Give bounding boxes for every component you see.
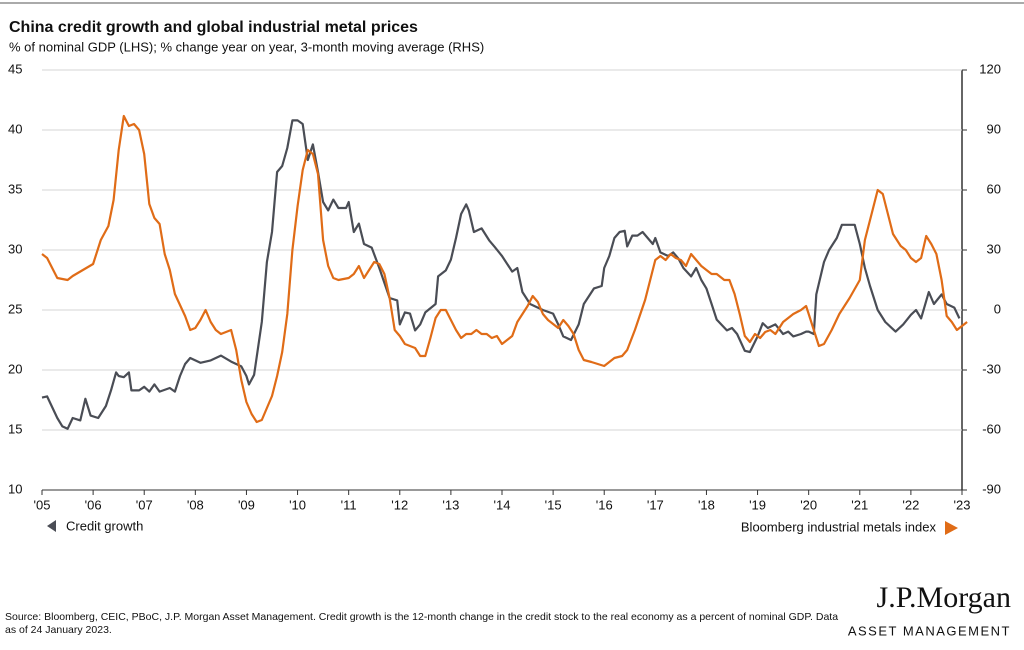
legend-marker — [47, 520, 56, 532]
y2-tick-label: 0 — [994, 301, 1001, 316]
y2-tick-label: 30 — [987, 241, 1001, 256]
logo-subtitle: ASSET MANAGEMENT — [848, 623, 1011, 638]
y2-tick-label: -60 — [982, 421, 1001, 436]
y-tick-label: 10 — [8, 481, 22, 496]
y2-tick-label: 60 — [987, 181, 1001, 196]
x-tick-label: '23 — [954, 497, 971, 512]
x-tick-label: '16 — [596, 497, 613, 512]
y2-tick-label: 120 — [979, 61, 1001, 76]
logo: J.P.Morgan — [877, 581, 1011, 614]
x-tick-label: '15 — [545, 497, 562, 512]
y2-tick-label: 90 — [987, 121, 1001, 136]
x-tick-label: '06 — [85, 497, 102, 512]
y-tick-label: 25 — [8, 301, 22, 316]
y-tick-label: 15 — [8, 421, 22, 436]
x-tick-label: '21 — [851, 497, 868, 512]
y-tick-label: 45 — [8, 61, 22, 76]
source-note: Source: Bloomberg, CEIC, PBoC, J.P. Morg… — [5, 611, 839, 636]
x-tick-label: '22 — [902, 497, 919, 512]
x-tick-label: '05 — [34, 497, 51, 512]
x-tick-label: '09 — [238, 497, 255, 512]
x-tick-label: '08 — [187, 497, 204, 512]
legend-label: Credit growth — [66, 518, 143, 533]
y-tick-label: 30 — [8, 241, 22, 256]
x-tick-label: '13 — [442, 497, 459, 512]
x-tick-label: '20 — [800, 497, 817, 512]
x-tick-label: '14 — [494, 497, 511, 512]
x-tick-label: '18 — [698, 497, 715, 512]
x-tick-label: '17 — [647, 497, 664, 512]
y-tick-label: 40 — [8, 121, 22, 136]
legend-marker — [945, 521, 958, 535]
y-tick-label: 20 — [8, 361, 22, 376]
y2-tick-label: -30 — [982, 361, 1001, 376]
x-tick-label: '19 — [749, 497, 766, 512]
chart-title: China credit growth and global industria… — [9, 19, 418, 36]
y2-tick-label: -90 — [982, 481, 1001, 496]
y-tick-label: 35 — [8, 181, 22, 196]
grid — [42, 69, 962, 431]
x-tick-label: '11 — [341, 497, 357, 512]
chart-subtitle: % of nominal GDP (LHS); % change year on… — [9, 39, 484, 54]
x-tick-label: '10 — [289, 497, 306, 512]
series-line — [41, 114, 968, 424]
legend-label: Bloomberg industrial metals index — [741, 519, 937, 534]
x-tick-label: '07 — [136, 497, 153, 512]
x-tick-label: '12 — [391, 497, 408, 512]
series-line — [41, 119, 961, 430]
source-box: Source: Bloomberg, CEIC, PBoC, J.P. Morg… — [5, 611, 839, 636]
